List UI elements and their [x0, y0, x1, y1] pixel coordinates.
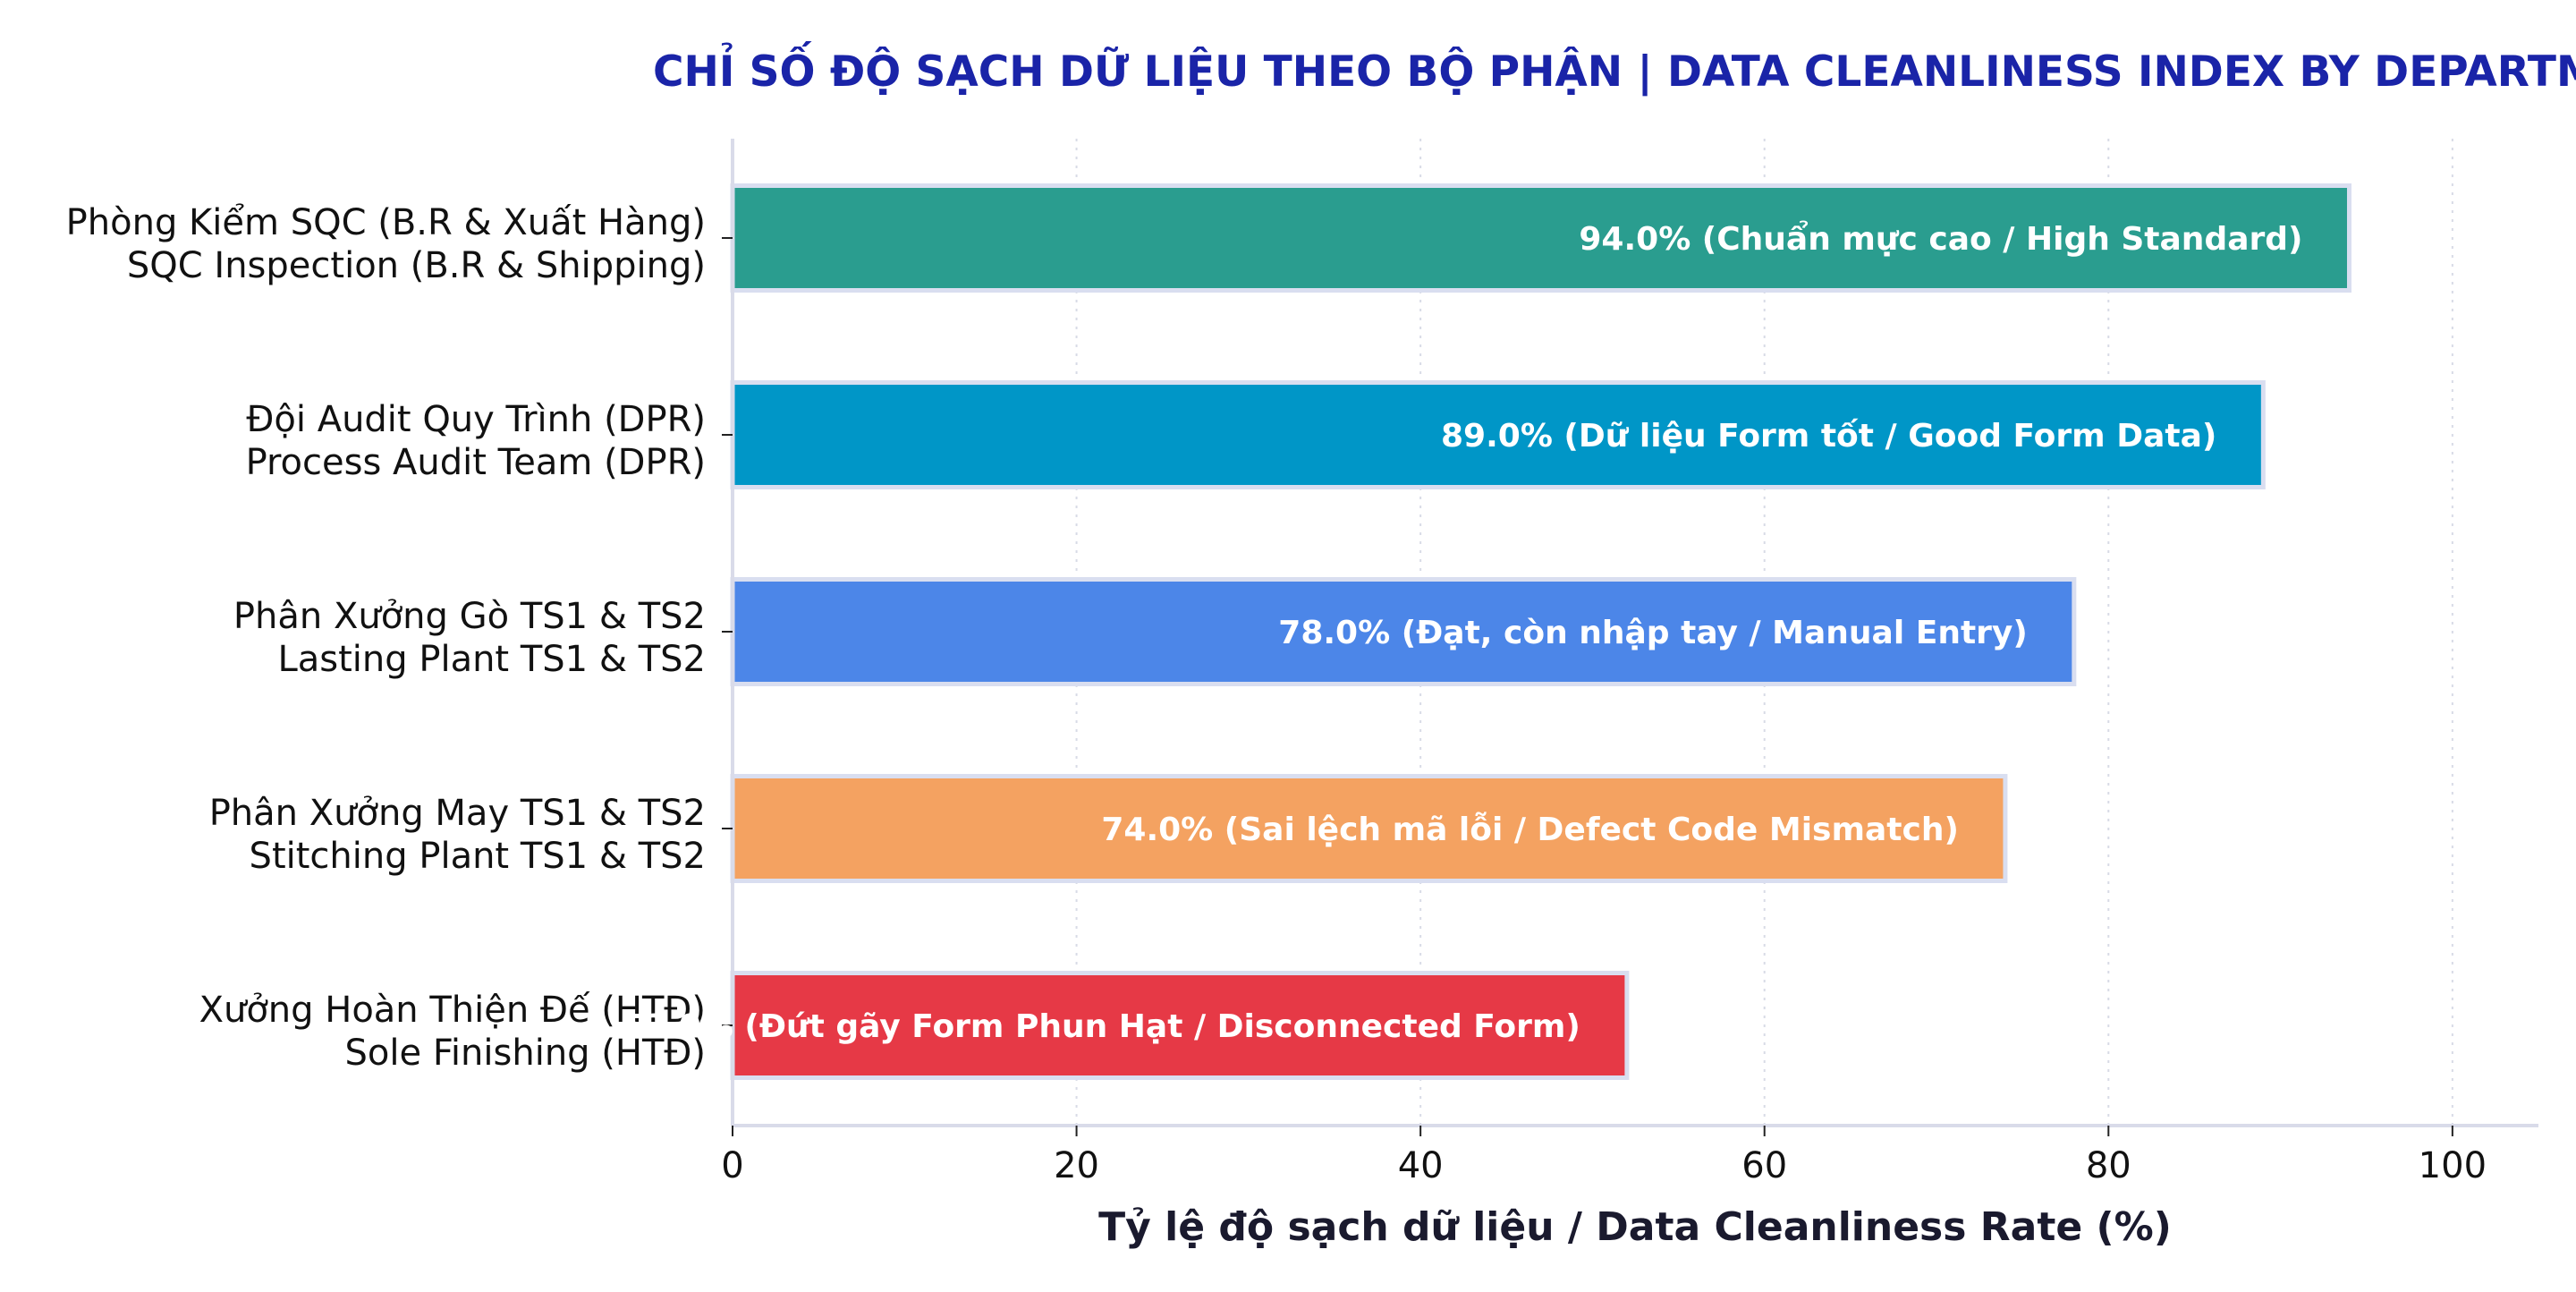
bar-2	[730, 380, 2266, 489]
y-axis-labels: Phòng Kiểm SQC (B.R & Xuất Hàng) SQC Insp…	[66, 202, 733, 1074]
y-category-line-2-1: Đội Audit Quy Trình (DPR)	[246, 399, 706, 440]
x-axis-ticks: 0 20 40 60 80 100	[721, 1126, 2487, 1186]
x-tick-label-40: 40	[1398, 1145, 1444, 1186]
y-category-line-1-2: SQC Inspection (B.R & Shipping)	[127, 245, 706, 286]
y-category-label-1: Phòng Kiểm SQC (B.R & Xuất Hàng) SQC Insp…	[66, 202, 706, 286]
y-category-line-5-2: Sole Finishing (HTĐ)	[345, 1033, 706, 1074]
x-axis-title: Tỷ lệ độ sạch dữ liệu / Data Cleanliness…	[1098, 1204, 2172, 1250]
y-category-line-4-1: Phân Xưởng May TS1 & TS2	[209, 793, 706, 834]
bar-data-label-3: 78.0% (Đạt, còn nhập tay / Manual Entry)	[1278, 615, 2028, 651]
bar-data-label-1: 94.0% (Chuẩn mực cao / High Standard)	[1579, 220, 2302, 258]
y-category-line-4-2: Stitching Plant TS1 & TS2	[250, 836, 706, 877]
bar-data-label-2: 89.0% (Dữ liệu Form tốt / Good Form Data…	[1441, 418, 2216, 455]
y-category-label-4: Phân Xưởng May TS1 & TS2 Stitching Plant …	[209, 793, 706, 877]
x-tick-label-60: 60	[1741, 1145, 1787, 1186]
bar-data-label-5: 52.0% (Đứt gãy Form Phun Hạt / Disconnec…	[622, 1008, 1580, 1045]
y-category-line-2-2: Process Audit Team (DPR)	[246, 442, 706, 483]
data-labels: 94.0% (Chuẩn mực cao / High Standard) 89.…	[622, 220, 2303, 1045]
y-category-label-2: Đội Audit Quy Trình (DPR) Process Audit T…	[246, 399, 706, 483]
y-category-label-3: Phân Xưởng Gò TS1 & TS2 Lasting Plant TS1…	[233, 596, 706, 680]
x-tick-label-80: 80	[2086, 1145, 2131, 1186]
y-category-line-5-1: Xưởng Hoàn Thiện Đế (HTĐ)	[199, 990, 706, 1031]
y-category-line-3-1: Phân Xưởng Gò TS1 & TS2	[233, 596, 706, 637]
x-tick-label-100: 100	[2419, 1145, 2487, 1186]
y-category-line-1-1: Phòng Kiểm SQC (B.R & Xuất Hàng)	[66, 202, 706, 243]
x-tick-label-0: 0	[721, 1145, 743, 1186]
chart-title: CHỈ SỐ ĐỘ SẠCH DỮ LIỆU THEO BỘ PHẬN | DA…	[653, 42, 2576, 97]
bar-5	[730, 971, 1630, 1080]
y-category-label-5: Xưởng Hoàn Thiện Đế (HTĐ) Sole Finishing …	[199, 990, 706, 1074]
x-tick-label-20: 20	[1054, 1145, 1099, 1186]
bar-data-label-4: 74.0% (Sai lệch mã lỗi / Defect Code Mis…	[1101, 812, 1959, 848]
bars	[730, 183, 2351, 1080]
y-category-line-3-2: Lasting Plant TS1 & TS2	[277, 639, 706, 680]
